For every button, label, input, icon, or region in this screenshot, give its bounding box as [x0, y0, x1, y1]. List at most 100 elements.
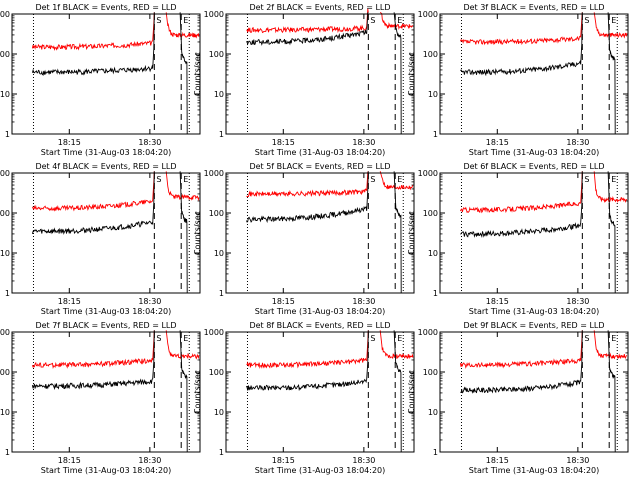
marker-label-s: S — [370, 334, 375, 343]
x-tick-label: 18:15 — [58, 297, 81, 306]
marker-label-s: S — [584, 175, 589, 184]
y-axis-label: Counts/sec — [407, 370, 416, 414]
y-tick-label: 1 — [5, 448, 10, 457]
series-lld-pre — [246, 330, 369, 369]
y-tick-label: 100 — [423, 209, 438, 218]
y-tick-label: 1000 — [418, 10, 438, 19]
y-tick-label: 10 — [428, 408, 438, 417]
y-tick-label: 1 — [5, 130, 10, 139]
series-events-pre — [245, 171, 369, 224]
x-axis-label: Start Time (31-Aug-03 18:04:20) — [41, 307, 172, 316]
panel-title: Det 2f BLACK = Events, RED = LLD — [249, 3, 390, 12]
x-tick-label: 18:30 — [352, 297, 375, 306]
y-tick-label: 1000 — [418, 328, 438, 337]
series-events-pre — [31, 330, 155, 391]
plot-frame — [439, 172, 629, 294]
x-tick-label: 18:15 — [272, 456, 295, 465]
marker-label-s: S — [584, 334, 589, 343]
x-axis-label: Start Time (31-Aug-03 18:04:20) — [41, 466, 172, 475]
plot-frame — [11, 331, 201, 453]
marker-label-e: E — [183, 16, 188, 25]
plot-frame — [225, 13, 415, 135]
panel-title: Det 1f BLACK = Events, RED = LLD — [35, 3, 176, 12]
y-tick-label: 1 — [5, 289, 10, 298]
y-tick-label: 100 — [0, 50, 10, 59]
marker-label-e: E — [611, 16, 616, 25]
panel-title: Det 8f BLACK = Events, RED = LLD — [249, 321, 390, 330]
y-tick-label: 10 — [428, 90, 438, 99]
y-axis-label: Counts/sec — [193, 52, 202, 96]
series-events-pre — [246, 12, 369, 46]
y-tick-label: 1000 — [204, 169, 224, 178]
y-tick-label: 100 — [209, 209, 224, 218]
y-tick-label: 100 — [423, 50, 438, 59]
x-tick-label: 18:30 — [138, 297, 161, 306]
series-lld-post — [165, 330, 200, 360]
x-axis-label: Start Time (31-Aug-03 18:04:20) — [469, 307, 600, 316]
series-events-post — [607, 171, 627, 294]
panel-title: Det 3f BLACK = Events, RED = LLD — [463, 3, 604, 12]
x-axis-label: Start Time (31-Aug-03 18:04:20) — [255, 148, 386, 157]
series-lld-pre — [459, 171, 583, 214]
y-tick-label: 1 — [433, 289, 438, 298]
x-tick-label: 18:15 — [486, 297, 509, 306]
y-tick-label: 1000 — [204, 328, 224, 337]
x-tick-label: 18:15 — [272, 297, 295, 306]
y-tick-label: 100 — [0, 368, 10, 377]
series-lld-post — [379, 11, 414, 31]
y-tick-label: 1 — [433, 130, 438, 139]
y-tick-label: 10 — [0, 249, 10, 258]
x-axis-label: Start Time (31-Aug-03 18:04:20) — [41, 148, 172, 157]
marker-label-e: E — [397, 334, 402, 343]
y-tick-label: 10 — [214, 408, 224, 417]
marker-label-s: S — [370, 175, 375, 184]
y-tick-label: 1 — [219, 448, 224, 457]
y-tick-label: 10 — [0, 408, 10, 417]
x-tick-label: 18:30 — [566, 456, 589, 465]
series-lld-pre — [31, 330, 155, 370]
series-lld-pre — [31, 171, 155, 212]
plot-frame — [11, 172, 201, 294]
y-tick-label: 100 — [209, 50, 224, 59]
series-events-pre — [460, 12, 583, 77]
y-tick-label: 1000 — [204, 10, 224, 19]
y-tick-label: 10 — [214, 90, 224, 99]
y-tick-label: 100 — [209, 368, 224, 377]
x-axis-label: Start Time (31-Aug-03 18:04:20) — [255, 307, 386, 316]
series-events-post — [607, 330, 627, 453]
y-axis-label: Counts/sec — [407, 211, 416, 255]
plot-frame — [439, 331, 629, 453]
y-tick-label: 10 — [214, 249, 224, 258]
x-tick-label: 18:30 — [566, 138, 589, 147]
panel-title: Det 6f BLACK = Events, RED = LLD — [463, 162, 604, 171]
x-tick-label: 18:15 — [58, 138, 81, 147]
plot-frame — [439, 13, 629, 135]
y-tick-label: 10 — [0, 90, 10, 99]
plot-frame — [11, 13, 201, 135]
series-events-pre — [460, 171, 583, 238]
plot-frame — [225, 331, 415, 453]
marker-label-e: E — [611, 175, 616, 184]
series-lld-post — [379, 171, 414, 191]
series-events-pre — [31, 12, 155, 76]
y-tick-label: 10 — [428, 249, 438, 258]
y-tick-label: 1000 — [418, 169, 438, 178]
marker-label-s: S — [370, 16, 375, 25]
marker-label-e: E — [397, 175, 402, 184]
x-tick-label: 18:30 — [566, 297, 589, 306]
series-events-pre — [31, 171, 155, 235]
y-tick-label: 100 — [0, 209, 10, 218]
series-events-post — [607, 12, 627, 135]
marker-label-e: E — [611, 334, 616, 343]
x-axis-label: Start Time (31-Aug-03 18:04:20) — [255, 466, 386, 475]
marker-label-e: E — [183, 334, 188, 343]
series-lld-pre — [31, 12, 155, 52]
x-tick-label: 18:30 — [352, 456, 375, 465]
x-tick-label: 18:30 — [138, 456, 161, 465]
series-lld-post — [593, 330, 627, 360]
x-tick-label: 18:30 — [352, 138, 375, 147]
marker-label-s: S — [156, 175, 161, 184]
y-tick-label: 1 — [219, 289, 224, 298]
series-lld-post — [165, 12, 200, 39]
